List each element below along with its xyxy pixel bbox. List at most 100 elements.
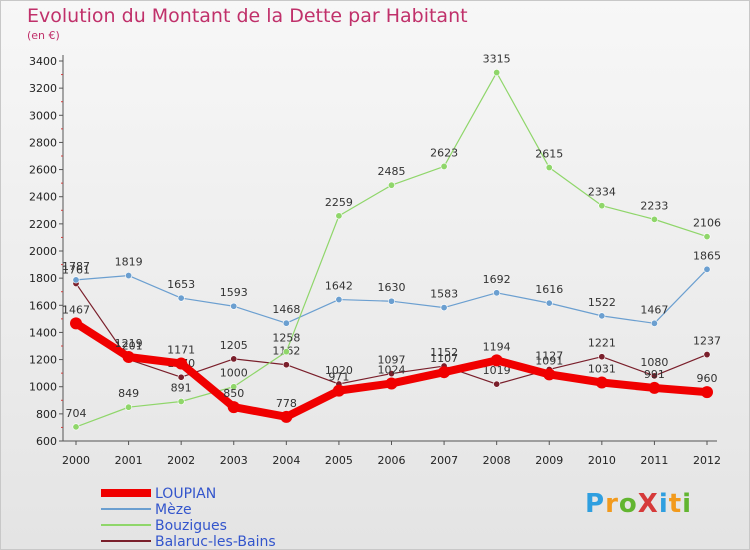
- data-point: [282, 319, 290, 327]
- data-label: 1865: [693, 249, 721, 262]
- brand-letter: i: [658, 489, 669, 519]
- x-tick-label: 2009: [535, 454, 563, 467]
- data-label: 1237: [693, 335, 721, 348]
- data-label: 1219: [115, 337, 143, 350]
- legend-label: Mèze: [155, 502, 192, 518]
- data-label: 2615: [535, 148, 563, 161]
- data-point: [703, 233, 711, 241]
- data-label: 1221: [588, 337, 616, 350]
- data-point: [230, 383, 238, 391]
- legend-label: Balaruc-les-Bains: [155, 534, 276, 549]
- brand-letter: r: [605, 489, 619, 519]
- data-point: [227, 401, 240, 414]
- data-label: 850: [223, 387, 244, 400]
- data-point: [72, 423, 80, 431]
- x-tick-label: 2011: [640, 454, 668, 467]
- data-label: 1205: [220, 339, 248, 352]
- data-label: 1171: [167, 344, 195, 357]
- data-point: [280, 410, 293, 423]
- legend-label: Bouzigues: [155, 518, 227, 534]
- y-tick-label: 3200: [29, 82, 57, 95]
- data-point: [387, 181, 395, 189]
- data-label: 1653: [167, 278, 195, 291]
- data-label: 704: [66, 407, 87, 420]
- data-point: [703, 265, 711, 273]
- y-tick-label: 2200: [29, 218, 57, 231]
- data-label: 2233: [640, 199, 668, 212]
- data-label: 778: [276, 397, 297, 410]
- x-tick-label: 2007: [430, 454, 458, 467]
- data-label: 1000: [220, 367, 248, 380]
- data-point: [598, 312, 606, 320]
- data-label: 1467: [62, 303, 90, 316]
- data-point: [493, 69, 501, 77]
- data-point: [440, 162, 448, 170]
- data-point: [177, 373, 185, 381]
- data-point: [125, 403, 133, 411]
- y-tick-label: 3000: [29, 109, 57, 122]
- data-label: 2106: [693, 217, 721, 230]
- data-point: [595, 376, 608, 389]
- data-label: 971: [328, 371, 349, 384]
- data-label: 1031: [588, 363, 616, 376]
- data-label: 849: [118, 387, 139, 400]
- data-point: [701, 386, 713, 399]
- data-label: 1107: [430, 352, 458, 365]
- data-label: 1761: [62, 263, 90, 276]
- series-m-ze: 1787 1819 1653 1593 1468 1642 1630 1583 1692 1616…: [62, 249, 721, 327]
- data-point: [387, 297, 395, 305]
- y-tick-label: 1600: [29, 299, 57, 312]
- y-tick-label: 1000: [29, 381, 57, 394]
- data-point: [650, 215, 658, 223]
- data-point: [650, 319, 658, 327]
- data-point: [440, 304, 448, 312]
- data-label: 1787: [62, 260, 90, 273]
- data-label: 1024: [378, 363, 406, 376]
- brand-letter: o: [618, 489, 638, 519]
- data-label: 1642: [325, 280, 353, 293]
- data-point: [177, 294, 185, 302]
- data-label: 1127: [535, 349, 563, 362]
- data-point: [335, 296, 343, 304]
- data-point: [543, 368, 556, 381]
- data-label: 1152: [430, 346, 458, 359]
- x-tick-label: 2005: [325, 454, 353, 467]
- data-label: 1194: [483, 340, 511, 353]
- x-tick-label: 2010: [588, 454, 616, 467]
- data-label: 3315: [483, 53, 511, 66]
- data-point: [125, 272, 133, 280]
- data-label: 1467: [640, 303, 668, 316]
- data-label: 1593: [220, 286, 248, 299]
- y-tick-label: 2400: [29, 191, 57, 204]
- data-point: [335, 212, 343, 220]
- data-point: [387, 370, 395, 378]
- data-point: [490, 354, 503, 367]
- data-label: 1468: [272, 303, 300, 316]
- x-tick-label: 2003: [220, 454, 248, 467]
- data-point: [72, 276, 80, 284]
- y-tick-label: 3400: [29, 55, 57, 68]
- data-label: 1091: [535, 354, 563, 367]
- data-label: 1258: [272, 332, 300, 345]
- data-label: 1692: [483, 273, 511, 286]
- x-tick-label: 2001: [115, 454, 143, 467]
- data-label: 960: [697, 372, 718, 385]
- legend-label: LOUPIAN: [155, 486, 216, 502]
- data-point: [175, 357, 188, 370]
- data-label: 1019: [483, 364, 511, 377]
- data-label: 1080: [640, 356, 668, 369]
- x-tick-label: 2002: [167, 454, 195, 467]
- data-label: 1522: [588, 296, 616, 309]
- y-tick-label: 2600: [29, 164, 57, 177]
- data-point: [545, 164, 553, 172]
- series-loupian: 1467 1219 1171 850 778 971 1024 1107 1194 1091 103…: [62, 303, 718, 423]
- data-point: [648, 381, 661, 394]
- data-point: [70, 317, 82, 330]
- data-point: [545, 299, 553, 307]
- data-label: 2485: [378, 165, 406, 178]
- data-point: [230, 302, 238, 310]
- data-point: [493, 289, 501, 297]
- data-label: 1020: [325, 364, 353, 377]
